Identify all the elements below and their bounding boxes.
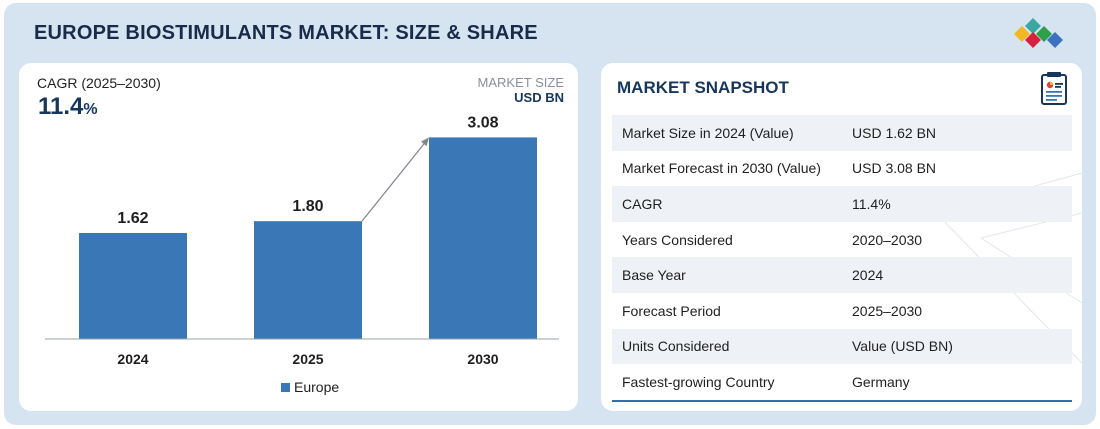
x-tick-label: 2030 (467, 351, 498, 367)
snapshot-row: Market Forecast in 2030 (Value) USD 3.08 … (612, 151, 1072, 187)
growth-arrow (361, 141, 427, 222)
snapshot-row: Units Considered Value (USD BN) (612, 328, 1072, 365)
x-tick-label: 2024 (117, 351, 148, 367)
snapshot-row: Years Considered 2020–2030 (612, 222, 1072, 258)
snapshot-row: Base Year 2024 (612, 257, 1072, 293)
snapshot-row: Forecast Period 2025–2030 (612, 293, 1072, 329)
snapshot-key: Market Forecast in 2030 (Value) (622, 160, 821, 177)
snapshot-value: Value (USD BN) (852, 328, 1072, 365)
snapshot-title: MARKET SNAPSHOT (617, 78, 789, 97)
data-label: 1.80 (292, 198, 323, 215)
data-label: 1.62 (117, 210, 148, 227)
snapshot-value: 2025–2030 (852, 302, 923, 319)
snapshot-value: 11.4% (852, 186, 1072, 222)
snapshot-key: Years Considered (622, 231, 733, 248)
snapshot-key: Market Size in 2024 (Value) (612, 115, 852, 151)
snapshot-key: Forecast Period (622, 302, 721, 319)
snapshot-value: Germany (852, 373, 910, 390)
x-tick-label: 2025 (292, 351, 323, 367)
snapshot-key: CAGR (612, 186, 852, 222)
snapshot-key: Base Year (612, 257, 852, 293)
report-document-icon (1041, 72, 1067, 105)
snapshot-row: Market Size in 2024 (Value) USD 1.62 BN (612, 115, 1072, 151)
cagr-number: 11.4 (38, 93, 84, 120)
bar (79, 232, 187, 339)
snapshot-row: Fastest-growing Country Germany (612, 364, 1072, 400)
page-title: EUROPE BIOSTIMULANTS MARKET: SIZE & SHAR… (34, 22, 538, 44)
snapshot-key: Units Considered (612, 328, 852, 365)
cagr-label: CAGR (2025–2030) (37, 75, 161, 91)
growth-arrow-head (421, 137, 429, 147)
legend-swatch (281, 383, 290, 392)
snapshot-value: USD 3.08 BN (852, 160, 937, 177)
market-size-unit: USD BN (514, 90, 564, 105)
bar (254, 221, 362, 339)
snapshot-value: 2024 (852, 257, 1072, 293)
snapshot-value: 2020–2030 (852, 231, 923, 248)
market-size-label: MARKET SIZE (477, 75, 564, 90)
cagr-value: 11.4% (38, 93, 98, 121)
table-bottom-rule (612, 400, 1072, 402)
data-label: 3.08 (467, 114, 498, 131)
snapshot-value: USD 1.62 BN (852, 115, 1072, 151)
cagr-unit: % (83, 101, 98, 118)
snapshot-key: Fastest-growing Country (622, 373, 775, 390)
bar-chart: 1.62 2024 1.80 2025 3.08 2030 Europe (45, 114, 559, 395)
snapshot-row: CAGR 11.4% (612, 186, 1072, 222)
brand-logo-icon (1014, 18, 1063, 48)
snapshot-table: Market Size in 2024 (Value) USD 1.62 BN Ma… (612, 115, 1072, 400)
legend-label: Europe (294, 379, 339, 395)
bar (429, 137, 537, 339)
